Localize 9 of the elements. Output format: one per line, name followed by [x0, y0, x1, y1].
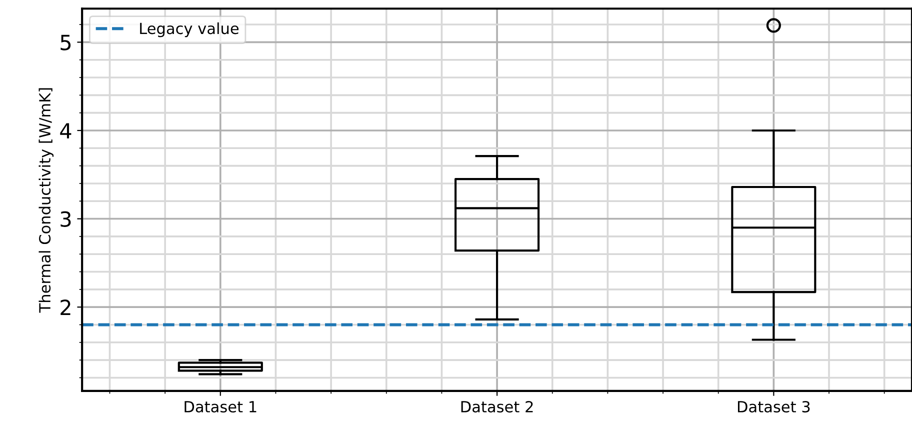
y-tick-label: 5 — [60, 34, 71, 50]
y-tick-label: 4 — [60, 123, 72, 138]
x-tick-label: Dataset 2 — [461, 400, 533, 413]
legend-label: Legacy value — [140, 22, 239, 38]
x-tick-label: Dataset 1 — [184, 401, 256, 413]
x-tick-label: Dataset 3 — [738, 400, 810, 413]
y-tick-label: 2 — [60, 300, 70, 315]
y-axis-title: Thermal Conductivity [W/mK] — [38, 88, 54, 313]
y-tick-label: 3 — [60, 211, 71, 227]
